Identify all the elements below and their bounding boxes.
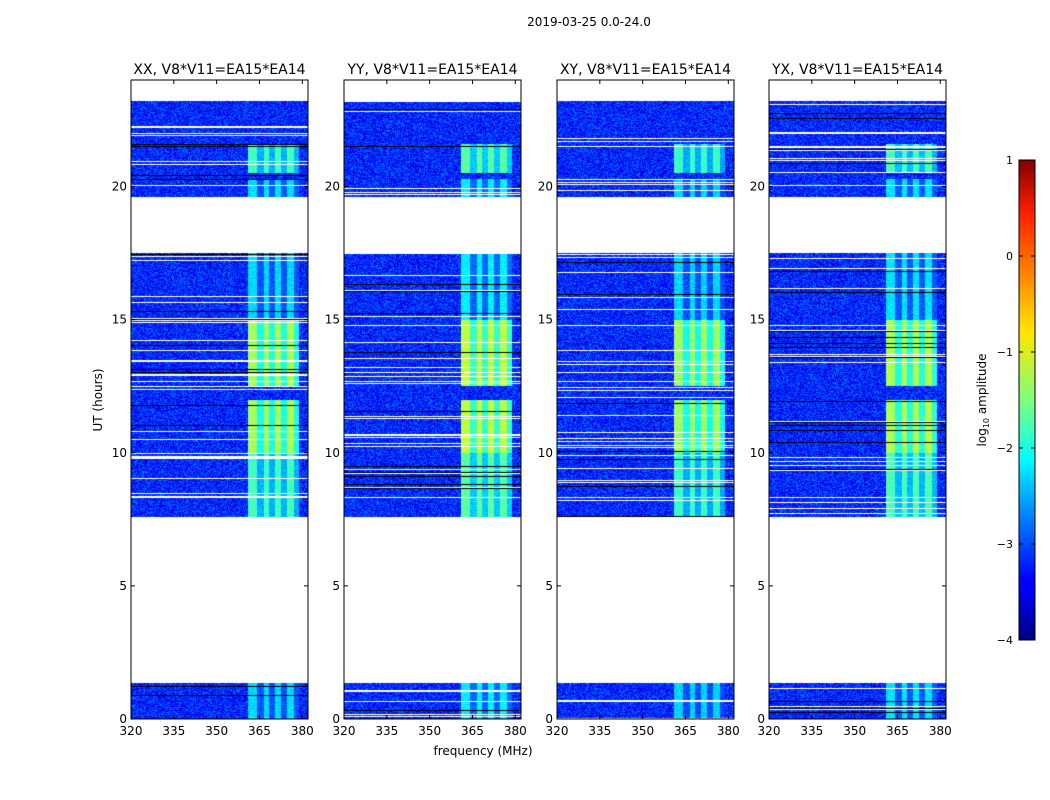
y-tick-label: 5 <box>757 579 765 593</box>
y-tick-label: 20 <box>112 180 127 194</box>
panel-4: YX, V8*V11=EA15*EA14 320 335 350 365 380 0 5 10 1… <box>750 62 952 738</box>
panel-1: XX, V8*V11=EA15*EA14 320 335 350 365 380 0 5 10 1… <box>112 62 314 738</box>
panel-2-heatmap <box>344 80 521 719</box>
panel-1-title: XX, V8*V11=EA15*EA14 <box>133 62 305 78</box>
y-tick-label: 15 <box>112 313 127 327</box>
panel-4-heatmap <box>769 80 946 719</box>
x-tick-label: 350 <box>631 724 654 738</box>
x-tick-label: 380 <box>929 724 952 738</box>
y-tick-label: 0 <box>757 712 765 726</box>
x-tick-label: 380 <box>291 724 314 738</box>
y-tick-label: 10 <box>325 446 340 460</box>
y-tick-label: 0 <box>545 712 553 726</box>
x-tick-label: 380 <box>504 724 527 738</box>
x-tick-label: 365 <box>886 724 909 738</box>
colorbar-tick-label: 0 <box>1006 250 1013 263</box>
colorbar-label: log10 amplitude <box>975 354 991 447</box>
colorbar-tick-label: −3 <box>997 538 1013 551</box>
x-tick-label: 320 <box>120 724 143 738</box>
y-tick-label: 10 <box>538 446 553 460</box>
x-tick-label: 380 <box>717 724 740 738</box>
x-tick-label: 335 <box>162 724 185 738</box>
colorbar-tick-label: −2 <box>997 442 1013 455</box>
colorbar-tick-label: 1 <box>1006 154 1013 167</box>
y-tick-label: 20 <box>750 180 765 194</box>
x-tick-label: 335 <box>800 724 823 738</box>
colorbar-tick-label: −4 <box>997 634 1013 647</box>
colorbar: 1 0 −1 −2 −3 −4 log10 amplitude <box>975 154 1036 647</box>
panels: XX, V8*V11=EA15*EA14 320 335 350 365 380 0 5 10 1… <box>112 62 952 738</box>
panel-3: XY, V8*V11=EA15*EA14 320 335 350 365 380 0 5 10 1… <box>538 62 740 738</box>
figure-title: 2019-03-25 0.0-24.0 <box>527 15 651 29</box>
colorbar-gradient <box>1018 159 1036 641</box>
x-tick-label: 350 <box>843 724 866 738</box>
y-tick-label: 20 <box>538 180 553 194</box>
y-tick-label: 5 <box>545 579 553 593</box>
x-tick-label: 350 <box>205 724 228 738</box>
panel-frame <box>556 79 735 720</box>
x-tick-label: 320 <box>546 724 569 738</box>
y-axis-label: UT (hours) <box>91 368 105 431</box>
colorbar-tick-label: −1 <box>997 346 1013 359</box>
panel-3-heatmap <box>557 80 734 719</box>
x-tick-label: 350 <box>418 724 441 738</box>
y-tick-label: 15 <box>538 313 553 327</box>
x-tick-label: 335 <box>375 724 398 738</box>
panel-2: YY, V8*V11=EA15*EA14 320 335 350 365 380 0 5 10 1… <box>325 62 527 738</box>
y-tick-label: 10 <box>112 446 127 460</box>
y-tick-label: 0 <box>332 712 340 726</box>
panel-1-heatmap <box>131 80 308 719</box>
panel-2-title: YY, V8*V11=EA15*EA14 <box>346 62 517 78</box>
x-tick-label: 365 <box>248 724 271 738</box>
panel-4-title: YX, V8*V11=EA15*EA14 <box>771 62 943 78</box>
x-axis-label: frequency (MHz) <box>433 744 532 758</box>
x-tick-label: 365 <box>674 724 697 738</box>
colorbar-ticks: 1 0 −1 −2 −3 −4 <box>997 154 1035 647</box>
y-tick-label: 20 <box>325 180 340 194</box>
panel-frame <box>130 79 309 720</box>
x-tick-label: 365 <box>461 724 484 738</box>
y-tick-label: 15 <box>750 313 765 327</box>
y-tick-label: 15 <box>325 313 340 327</box>
panel-3-title: XY, V8*V11=EA15*EA14 <box>560 62 731 78</box>
panel-frame <box>768 79 947 720</box>
x-tick-label: 335 <box>588 724 611 738</box>
x-tick-label: 320 <box>333 724 356 738</box>
x-tick-label: 320 <box>758 724 781 738</box>
y-tick-label: 5 <box>119 579 127 593</box>
panel-frame <box>343 79 522 720</box>
y-tick-label: 0 <box>119 712 127 726</box>
y-tick-label: 10 <box>750 446 765 460</box>
y-tick-label: 5 <box>332 579 340 593</box>
